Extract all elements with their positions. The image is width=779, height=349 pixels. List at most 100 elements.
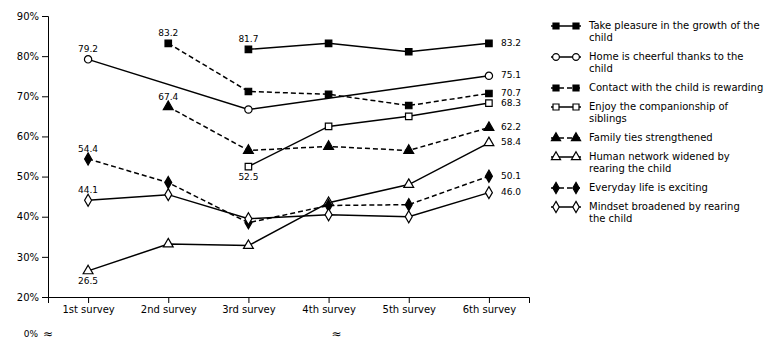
series: [245, 100, 492, 170]
point-marker: [325, 123, 331, 129]
point-marker: [485, 170, 492, 182]
series: [83, 137, 494, 274]
legend-swatch-marker: [553, 104, 559, 110]
legend-item: Home is cheerful thanks to thechild: [551, 51, 743, 74]
point-marker: [165, 189, 172, 201]
annotation: 50.1: [501, 171, 521, 181]
point-marker: [245, 88, 251, 94]
y-tick-label: 40%: [17, 211, 39, 222]
point-marker: [324, 141, 334, 150]
point-marker: [85, 153, 92, 165]
legend-swatch-marker: [573, 182, 579, 193]
point-marker: [83, 265, 93, 274]
point-marker: [245, 106, 252, 113]
x-tick: 2nd survey: [141, 297, 197, 315]
point-marker: [245, 163, 251, 169]
legend-label: Everyday life is exciting: [589, 182, 708, 193]
x-tick-mark: [168, 297, 169, 303]
legend-item: Human network widened byrearing the chil…: [551, 151, 730, 174]
legend-label-line: Human network widened by: [589, 151, 730, 162]
x-tick-label: 6th survey: [463, 304, 517, 315]
x-tick: 5th survey: [383, 297, 437, 315]
legend-label-line: Enjoy the companionship of: [589, 101, 729, 112]
point-marker: [85, 194, 92, 206]
y-tick-label: 60%: [17, 131, 39, 142]
y-tick-label: 80%: [17, 51, 39, 62]
legend-swatch-marker: [573, 201, 579, 212]
series: [84, 56, 492, 113]
point-marker: [325, 91, 331, 97]
legend-label-line: Family ties strengthened: [589, 132, 713, 143]
y-tick-mark: [42, 177, 48, 178]
annotation: 83.2: [158, 28, 178, 38]
x-tick-label: 4th survey: [302, 304, 356, 315]
x-tick-label: 2nd survey: [141, 304, 197, 315]
y-tick: 70%: [17, 91, 48, 102]
legend-swatch-marker: [553, 201, 559, 212]
y-tick: 90%: [17, 11, 48, 22]
point-marker: [405, 199, 412, 211]
legend-swatch-marker: [553, 54, 560, 61]
point-marker: [486, 100, 492, 106]
legend-item: Enjoy the companionship ofsiblings: [551, 101, 729, 124]
point-marker: [163, 238, 173, 247]
legend-label-line: Take pleasure in the growth of the: [588, 20, 760, 31]
series: [163, 101, 494, 153]
series-line: [248, 43, 488, 51]
point-marker: [405, 211, 412, 223]
legend-item: Everyday life is exciting: [551, 182, 708, 194]
y-tick-mark: [42, 257, 48, 258]
point-marker: [245, 46, 251, 52]
y-tick-mark: [42, 96, 48, 97]
legend-swatch-marker: [553, 85, 559, 91]
x-tick-mark: [489, 297, 490, 303]
legend-swatch-marker: [553, 23, 559, 29]
legend-label-line: Contact with the child is rewarding: [589, 82, 763, 93]
annotation: 68.3: [501, 98, 521, 108]
point-marker: [406, 48, 412, 54]
legend-label-line: rearing the child: [589, 163, 671, 174]
series: [85, 153, 493, 229]
point-marker: [406, 102, 412, 108]
series-line: [88, 193, 489, 219]
y-tick-label: 50%: [17, 171, 39, 182]
annotation: 52.5: [238, 172, 258, 182]
legend-item: Mindset broadened by rearingthe child: [551, 201, 740, 224]
annotation: 79.2: [78, 44, 98, 54]
legend-swatch-marker: [571, 133, 580, 141]
y-tick-label: 30%: [17, 252, 39, 263]
annotation: 54.4: [78, 144, 98, 154]
y-axis: 20%30%40%50%60%70%80%90%: [17, 11, 49, 303]
point-marker: [243, 145, 253, 154]
legend-swatch-marker: [571, 152, 580, 160]
x-tick: 3rd survey: [222, 297, 276, 315]
legend-label-line: the child: [589, 213, 632, 224]
annotation: 58.4: [501, 137, 521, 147]
x-tick-label: 1st survey: [62, 304, 114, 315]
series: [165, 40, 492, 109]
point-marker: [325, 40, 331, 46]
point-marker: [404, 145, 414, 154]
y-tick-label: 70%: [17, 91, 39, 102]
x-tick-mark: [409, 297, 410, 303]
annotation: 75.1: [501, 70, 521, 80]
annotation: 67.4: [158, 92, 178, 102]
legend: Take pleasure in the growth of thechild H…: [551, 20, 763, 224]
y-tick: 50%: [17, 171, 48, 182]
point-marker: [243, 240, 253, 249]
legend-label: Take pleasure in the growth of thechild: [588, 20, 760, 43]
series: [85, 187, 493, 225]
x-tick-mark: [248, 297, 249, 303]
point-marker: [485, 187, 492, 199]
axis-origin-label: 0%: [24, 329, 39, 339]
legend-label: Enjoy the companionship ofsiblings: [589, 101, 729, 124]
y-tick-mark: [42, 16, 48, 17]
point-marker: [404, 179, 414, 188]
x-tick-label: 3rd survey: [222, 304, 276, 315]
y-tick: 30%: [17, 252, 48, 263]
point-marker: [406, 113, 412, 119]
legend-label: Mindset broadened by rearingthe child: [589, 201, 740, 224]
y-tick-mark: [42, 56, 48, 57]
point-marker: [486, 90, 492, 96]
legend-swatch-marker: [573, 23, 579, 29]
